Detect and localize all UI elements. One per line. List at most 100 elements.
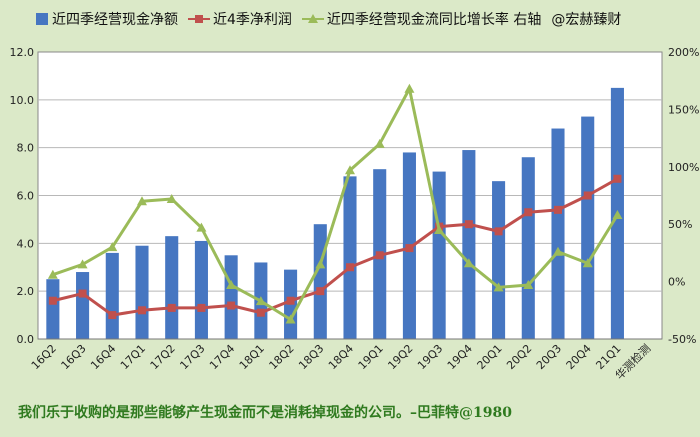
point-profit-19Q1 <box>375 251 384 260</box>
chart-legend: 近四季经营现金净额 近4季净利润 近四季经营现金流同比增长率 右轴 @宏赫臻财 <box>36 9 631 29</box>
point-growth-20Q1 <box>493 282 504 292</box>
x-tick-label: 19Q2 <box>385 342 415 372</box>
y-right-tick-label: 200% <box>668 46 699 59</box>
point-profit-20Q2 <box>524 208 533 217</box>
x-tick-label: 16Q3 <box>59 342 89 372</box>
point-growth-19Q4 <box>463 258 474 268</box>
x-tick-label: 19Q1 <box>356 342 386 372</box>
point-profit-16Q2 <box>48 296 57 305</box>
point-profit-18Q4 <box>346 263 354 272</box>
point-growth-20Q4 <box>582 258 593 268</box>
point-growth-17Q2 <box>166 193 177 203</box>
point-growth-19Q2 <box>404 83 415 93</box>
point-growth-16Q3 <box>77 259 88 269</box>
point-profit-21Q1 <box>613 174 622 183</box>
bar-cash-17Q2 <box>165 236 179 339</box>
y-left-tick-label: 8.0 <box>17 142 35 155</box>
bar-cash-18Q4 <box>343 176 357 339</box>
point-profit-18Q2 <box>286 296 295 305</box>
y-right-tick-label: 150% <box>668 103 699 116</box>
x-tick-label: 17Q1 <box>118 342 148 372</box>
legend-watermark: @宏赫臻财 <box>551 9 621 29</box>
bar-cash-19Q4 <box>462 150 476 339</box>
x-tick-label: 18Q3 <box>296 342 326 372</box>
point-growth-17Q3 <box>196 222 207 232</box>
bar-cash-16Q2 <box>46 279 60 339</box>
bar-cash-20Q3 <box>551 128 565 339</box>
x-tick-label: 18Q1 <box>237 342 267 372</box>
y-left-tick-label: 4.0 <box>17 237 35 250</box>
bar-cash-16Q4 <box>105 252 119 339</box>
bar-cash-17Q4 <box>224 255 238 339</box>
x-tick-label: 20Q3 <box>534 342 564 372</box>
legend-profit-label: 近4季净利润 <box>213 12 292 28</box>
point-growth-18Q2 <box>285 314 296 324</box>
point-profit-16Q4 <box>108 311 117 320</box>
point-growth-19Q3 <box>434 224 445 234</box>
point-growth-21Q1 <box>612 210 623 220</box>
x-tick-label: 20Q4 <box>564 342 594 372</box>
point-profit-16Q3 <box>78 289 87 298</box>
y-left-tick-label: 12.0 <box>10 46 35 59</box>
point-profit-20Q4 <box>583 191 592 200</box>
line-profit <box>52 177 619 317</box>
point-profit-19Q4 <box>464 220 473 229</box>
x-tick-label: 16Q2 <box>29 342 59 372</box>
x-tick-label: 17Q3 <box>177 342 207 372</box>
bar-cash-20Q2 <box>521 157 535 339</box>
y-right-tick-label: -50% <box>668 333 696 346</box>
x-tick-label: 17Q2 <box>148 342 178 372</box>
y-left-tick-label: 2.0 <box>17 285 35 298</box>
bar-cash-19Q3 <box>432 171 446 339</box>
legend-growth-label: 近四季经营现金流同比增长率 右轴 <box>326 12 542 28</box>
y-right-tick-label: 100% <box>668 161 699 174</box>
point-growth-20Q3 <box>553 246 563 256</box>
x-tick-label: 16Q4 <box>88 342 118 372</box>
point-growth-18Q4 <box>345 165 355 175</box>
bar-cash-17Q3 <box>194 240 208 339</box>
point-growth-17Q4 <box>226 280 237 290</box>
point-growth-16Q4 <box>107 242 118 252</box>
point-profit-19Q2 <box>405 244 414 253</box>
y-right-tick-label: 0% <box>668 276 685 289</box>
bar-cash-20Q4 <box>581 116 595 339</box>
x-tick-label: 20Q1 <box>475 342 505 372</box>
y-left-tick-label: 10.0 <box>10 94 35 107</box>
legend-cash-label: 近四季经营现金净额 <box>52 12 178 28</box>
x-tick-label: 20Q2 <box>504 342 534 372</box>
legend-bar-swatch <box>36 13 48 25</box>
x-tick-label: 17Q4 <box>207 342 237 372</box>
y-left-tick-label: 0.0 <box>17 333 35 346</box>
point-growth-20Q2 <box>523 280 534 290</box>
point-profit-17Q1 <box>138 306 146 315</box>
watermark-text: @宏赫臻财 <box>551 12 622 28</box>
bar-cash-20Q1 <box>492 181 506 339</box>
point-profit-17Q3 <box>197 303 206 312</box>
point-profit-18Q3 <box>316 287 325 296</box>
point-growth-17Q1 <box>137 196 147 206</box>
point-profit-20Q3 <box>554 205 562 214</box>
line-growth <box>52 87 619 321</box>
point-growth-18Q1 <box>255 296 266 306</box>
y-right-tick-label: 50% <box>668 218 692 231</box>
bar-cash-17Q1 <box>135 245 149 339</box>
point-growth-16Q2 <box>47 269 58 279</box>
x-tick-label: 19Q3 <box>415 342 445 372</box>
legend-item-profit: 近4季净利润 <box>188 9 292 29</box>
y-left-tick-label: 6.0 <box>17 190 35 203</box>
point-profit-18Q1 <box>256 308 265 317</box>
point-profit-17Q2 <box>167 303 176 312</box>
point-profit-17Q4 <box>227 301 236 310</box>
x-tick-label: 19Q4 <box>445 342 475 372</box>
legend-item-growth: 近四季经营现金流同比增长率 右轴 <box>301 9 542 29</box>
legend-growth-swatch <box>301 13 324 25</box>
point-growth-19Q1 <box>374 138 385 148</box>
buffett-quote: 我们乐于收购的是那些能够产生现金而不是消耗掉现金的公司。–巴菲特@1980 <box>18 405 512 421</box>
point-growth-18Q3 <box>315 259 326 269</box>
legend-profit-swatch <box>188 13 210 25</box>
point-profit-20Q1 <box>494 227 503 236</box>
bar-cash-18Q3 <box>313 224 327 339</box>
legend-item-cash: 近四季经营现金净额 <box>36 9 178 29</box>
